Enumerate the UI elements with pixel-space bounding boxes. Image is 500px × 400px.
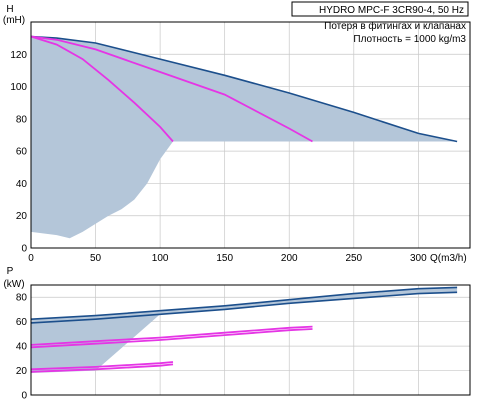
head-ytick-label-0: 0: [21, 244, 27, 255]
fitting-loss-note: Потеря в фитингах и клапанах: [324, 20, 466, 32]
power-axis-unit: (kW): [3, 279, 24, 290]
chart-title: HYDRO MPC-F 3CR90-4, 50 Hz: [319, 5, 464, 16]
title-box: [291, 1, 469, 17]
head-curve-1: [30, 35, 313, 143]
power-axis-label: P: [7, 266, 14, 277]
head-curve-panel: 0 20 40 60 80 100 120 0 50 100 150 200 250 300 H (mH)…: [3, 1, 471, 264]
head-xtick-label-4: 200: [281, 253, 298, 264]
head-xtick-label-0: 0: [28, 253, 34, 264]
power-ytick-label-4: 80: [16, 293, 28, 304]
power-tick-labels: 0 20 40 60 80: [16, 293, 28, 400]
power-ytick-label-3: 60: [16, 317, 28, 328]
head-curve-0: [30, 35, 458, 143]
head-operating-area: [31, 36, 458, 239]
head-ytick-label-2: 40: [16, 179, 28, 190]
head-axis-unit: (mH): [3, 15, 25, 26]
power-plot-frame: [30, 284, 471, 396]
power-curve-5: [30, 363, 174, 373]
chart-info-box: HYDRO MPC-F 3CR90-4, 50 Hz Потеря в фити…: [291, 1, 469, 45]
head-ytick-label-4: 80: [16, 114, 28, 125]
power-curve-3: [30, 328, 313, 349]
power-curve-4: [30, 361, 174, 371]
head-curves: [30, 35, 458, 143]
power-ytick-label-1: 20: [16, 366, 28, 377]
head-operating-area-shape: [31, 36, 458, 239]
head-plot-frame: [30, 21, 471, 249]
density-note: Плотность = 1000 kg/m3: [353, 34, 466, 45]
power-curves: [30, 286, 458, 373]
head-ytick-label-3: 60: [16, 147, 28, 158]
head-xtick-label-1: 50: [90, 253, 102, 264]
power-curve-2: [30, 325, 313, 346]
head-ytick-label-6: 120: [10, 50, 27, 61]
flow-axis-label: Q(m3/h): [430, 253, 467, 264]
power-operating-area-shape: [31, 287, 458, 373]
head-ytick-label-1: 20: [16, 211, 28, 222]
power-curve-0: [30, 286, 458, 320]
power-curve-1: [30, 291, 458, 324]
power-operating-area: [31, 287, 458, 373]
head-xtick-label-6: 300: [410, 253, 427, 264]
head-ytick-label-5: 100: [10, 82, 27, 93]
head-tick-labels: 0 20 40 60 80 100 120 0 50 100 150 200 250 300: [10, 50, 427, 264]
power-ytick-label-2: 40: [16, 342, 28, 353]
head-axis-label: H: [6, 4, 13, 15]
power-ytick-label-0: 0: [21, 391, 27, 400]
power-curve-panel: 0 20 40 60 80 P (kW): [3, 266, 471, 400]
head-xtick-label-2: 100: [152, 253, 169, 264]
head-xtick-label-3: 150: [216, 253, 233, 264]
head-xtick-label-5: 250: [345, 253, 362, 264]
head-curve-2: [30, 35, 174, 143]
